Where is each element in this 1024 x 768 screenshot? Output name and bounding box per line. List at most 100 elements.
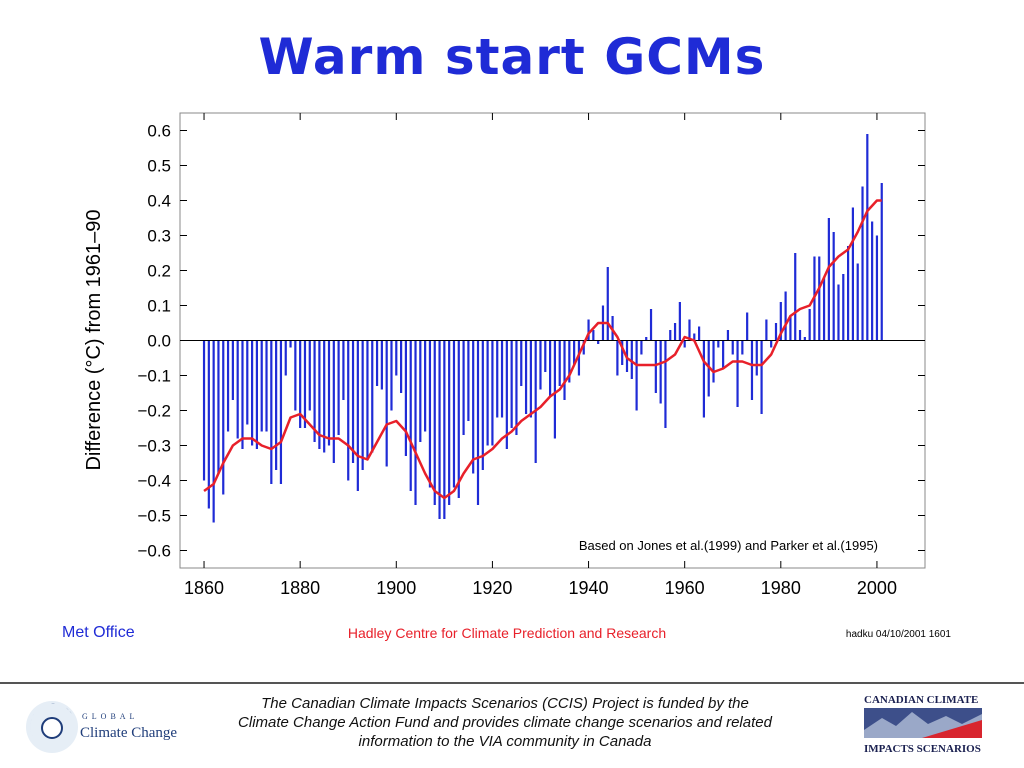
bar-1927: [524, 340, 528, 414]
footer-divider: [0, 682, 1024, 684]
bar-1980: [779, 302, 782, 341]
bar-1972: [741, 340, 744, 355]
bar-1949: [630, 340, 633, 379]
bar-1875: [275, 340, 278, 470]
bar-1920: [491, 340, 494, 446]
y-tick-label-2: 0.4: [147, 192, 171, 211]
y-axis-label: Difference (°C) from 1961–90: [83, 209, 105, 470]
y-tick-label-4: 0.2: [147, 262, 171, 281]
bar-1990: [827, 218, 830, 341]
bar-1978: [770, 340, 773, 348]
x-tick-label-1900: 1900: [376, 578, 416, 598]
bar-1985: [803, 337, 806, 341]
y-tick-label-0: 0.6: [147, 122, 171, 141]
bar-1896: [375, 340, 379, 386]
bar-1898: [385, 340, 388, 467]
bar-1917: [476, 340, 480, 505]
bar-1867: [236, 340, 239, 439]
x-tick-label-1940: 1940: [569, 578, 609, 598]
bar-1946: [616, 340, 619, 376]
bar-1934: [558, 340, 561, 386]
bar-1869: [246, 340, 249, 425]
bar-1994: [847, 246, 850, 341]
bar-1865: [226, 340, 230, 432]
bar-1925: [515, 340, 518, 435]
bar-1904: [414, 340, 417, 505]
bar-1984: [798, 330, 802, 341]
bar-1893: [361, 340, 364, 470]
bar-1993: [842, 274, 845, 341]
plot-stamp: hadku 04/10/2001 1601: [846, 629, 952, 640]
bar-1932: [549, 340, 552, 397]
bar-1962: [693, 333, 696, 341]
bar-1957: [669, 330, 672, 341]
bar-1936: [568, 340, 571, 383]
y-tick-label-11: −0.5: [137, 507, 171, 526]
bar-1905: [419, 340, 422, 442]
bar-1939: [582, 340, 585, 355]
bar-1953: [649, 309, 653, 341]
bar-1996: [856, 263, 859, 341]
bar-1983: [794, 253, 797, 341]
y-tick-label-8: −0.2: [137, 402, 171, 421]
bar-1891: [351, 340, 355, 463]
x-tick-label-1920: 1920: [472, 578, 512, 598]
bar-1944: [606, 267, 609, 341]
bar-1931: [544, 340, 547, 372]
bar-1912: [452, 340, 456, 488]
funding-line-3: information to the VIA community in Cana…: [358, 733, 652, 750]
hadley-centre-label: Hadley Centre for Climate Prediction and…: [348, 625, 666, 641]
bar-1900: [395, 340, 398, 376]
bar-1911: [448, 340, 451, 505]
bar-1902: [404, 340, 407, 456]
bar-1916: [472, 340, 475, 474]
bar-1903: [409, 340, 412, 491]
bar-1971: [736, 340, 739, 407]
x-tick-label-1860: 1860: [184, 578, 224, 598]
bar-1872: [260, 340, 263, 432]
bar-1933: [553, 340, 556, 439]
funding-line-1: The Canadian Climate Impacts Scenarios (…: [261, 695, 749, 712]
bar-1954: [654, 340, 657, 393]
x-tick-label-1880: 1880: [280, 578, 320, 598]
bar-1989: [822, 277, 826, 341]
bar-1951: [640, 340, 643, 355]
y-tick-label-12: −0.6: [137, 542, 171, 561]
logo-left-word-climate-change: Climate Change: [80, 725, 177, 741]
bar-1907: [428, 340, 432, 488]
bar-1960: [683, 340, 686, 348]
bar-1950: [635, 340, 638, 411]
bar-1883: [313, 340, 316, 442]
y-tick-label-7: −0.1: [137, 367, 171, 386]
y-tick-label-9: −0.3: [137, 437, 171, 456]
bar-1928: [529, 340, 532, 418]
bar-1981: [784, 291, 787, 341]
global-climate-change-logo: GLOBAL Climate Change: [26, 701, 177, 753]
ccis-logo: CANADIAN CLIMATE IMPACTS SCENARIOS: [864, 694, 982, 755]
bar-1871: [255, 340, 258, 449]
x-axis: 1860 1880 1900 1920 1940 1960 1980 2000: [184, 113, 897, 598]
bar-1986: [808, 309, 811, 341]
bar-1930: [539, 340, 542, 390]
logo-right-subtitle: IMPACTS SCENARIOS: [864, 743, 981, 755]
bar-1970: [731, 340, 734, 355]
bar-1906: [424, 340, 427, 432]
bar-1890: [347, 340, 350, 481]
bar-1901: [400, 340, 403, 393]
bar-1976: [760, 340, 763, 414]
bar-1938: [577, 340, 581, 376]
bar-1999: [871, 221, 874, 341]
logo-right-title: CANADIAN CLIMATE: [864, 694, 978, 706]
bar-1866: [231, 340, 234, 400]
bar-1968: [722, 340, 725, 369]
bar-1935: [563, 340, 566, 400]
bar-1882: [308, 340, 311, 411]
source-annotation: Based on Jones et al.(1999) and Parker e…: [579, 538, 878, 553]
y-tick-label-3: 0.3: [147, 227, 171, 246]
bar-1995: [851, 207, 854, 341]
bar-1884: [318, 340, 321, 449]
bar-1908: [433, 340, 436, 505]
bar-1924: [510, 340, 513, 428]
bar-1886: [327, 340, 331, 446]
bar-1913: [457, 340, 460, 498]
